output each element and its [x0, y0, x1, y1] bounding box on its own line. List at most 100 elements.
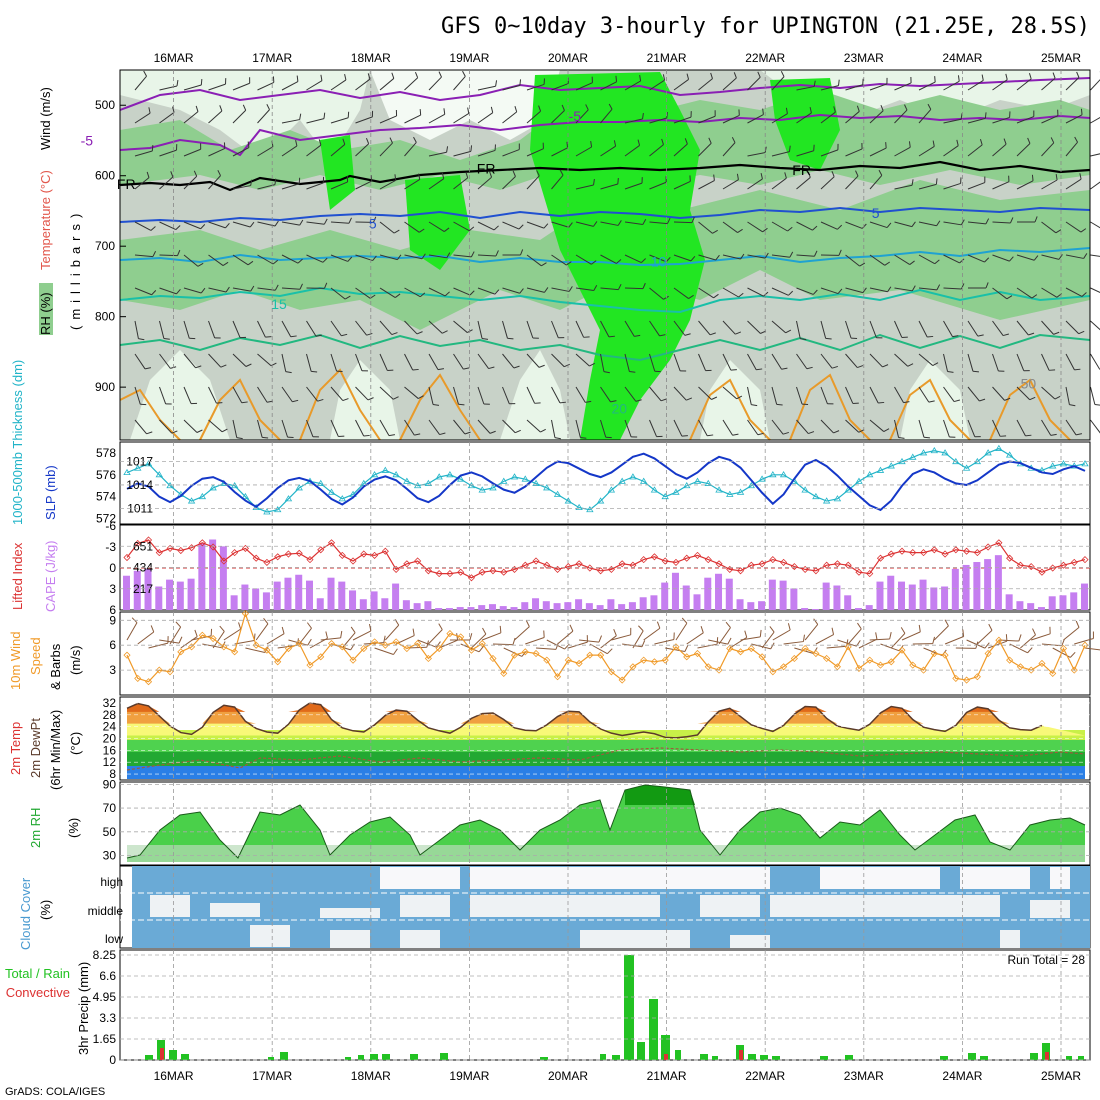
upper-barb-flag [762, 108, 764, 115]
upper-barb-staff [159, 353, 171, 369]
upper-barb-staff [477, 221, 495, 231]
upper-barb-staff [943, 287, 962, 290]
upper-barb-staff [992, 254, 1010, 262]
upper-barb-staff [575, 109, 589, 124]
upper-barb-staff [1041, 179, 1058, 190]
upper-barb-flag [324, 282, 328, 289]
upper-barb-flag [855, 170, 859, 177]
li-marker [381, 547, 389, 555]
upper-barb-staff [355, 386, 369, 401]
cape-bar [650, 595, 658, 610]
upper-barb-flag [541, 262, 547, 267]
contour-label-6: 5 [872, 205, 880, 221]
upper-barb-flag [862, 287, 867, 293]
upper-barb-staff [330, 287, 346, 300]
cape-bar [198, 543, 206, 610]
wind-barb-staff [804, 624, 819, 641]
chart-title: GFS 0~10day 3-hourly for UPINGTON (21.25… [441, 14, 1090, 39]
wind-barb-staff [643, 627, 661, 641]
upper-barb-staff [526, 110, 541, 124]
li-marker [198, 539, 206, 547]
wind-barb-staff [740, 636, 761, 641]
upper-barb-staff [551, 221, 569, 228]
upper-barb-staff [722, 221, 738, 233]
upper-barb-staff [673, 79, 689, 91]
cloud-level-middle: middle [88, 904, 124, 918]
upper-barb-flag [315, 334, 323, 337]
upper-barb-staff [943, 320, 953, 337]
wind-barb-staff [428, 629, 443, 645]
li-marker [403, 560, 411, 568]
upper-barb-staff [600, 320, 610, 338]
upper-barb-staff [673, 353, 681, 372]
upper-barb-staff [477, 287, 496, 295]
thickness-marker [876, 466, 885, 473]
upper-barb-flag [412, 368, 419, 371]
cape-bar [133, 570, 141, 610]
cape-bar [682, 585, 690, 610]
precip-label-3: 3hr Precip (mm) [76, 962, 91, 1055]
upper-barb-flag [736, 395, 743, 400]
wind-barb-flag [759, 629, 762, 637]
upper-barb-flag [776, 403, 783, 406]
upper-barb-staff [281, 419, 289, 438]
upper-barb-flag [441, 172, 445, 179]
wind-marker [457, 633, 465, 641]
upper-barb-staff [1090, 254, 1100, 257]
upper-barb-flag [757, 432, 764, 436]
li-marker [855, 568, 863, 576]
cape-bar [725, 578, 733, 610]
upper-barb-flag [666, 217, 671, 224]
upper-barb-flag [151, 145, 154, 152]
wind-barb-flag [681, 617, 688, 624]
li-marker [844, 561, 852, 569]
li-marker [1070, 558, 1078, 566]
upper-barb-flag [470, 145, 473, 152]
upper-barb-staff [1090, 353, 1100, 370]
upper-barb-staff [453, 287, 471, 296]
upper-barb-flag [613, 140, 617, 147]
upper-barb-staff [379, 419, 390, 436]
wind-marker [263, 646, 271, 654]
wind-barb-staff [783, 641, 804, 645]
upper-barb-staff [600, 254, 617, 264]
upper-barb-flag [1076, 71, 1080, 78]
upper-barb-flag [394, 293, 401, 298]
upper-barb-flag [1080, 108, 1083, 115]
wind-barb-staff [492, 643, 513, 646]
upper-barb-flag [495, 80, 498, 87]
upper-wind-barbs [134, 70, 1100, 440]
upper-barb-staff [208, 287, 227, 293]
thickness-marker [618, 477, 626, 484]
upper-barb-flag [833, 106, 836, 113]
wind-marker [866, 656, 874, 664]
li-marker [650, 553, 659, 561]
upper-barb-flag [880, 104, 884, 111]
upper-barb-flag [419, 292, 426, 298]
cape-bar [488, 604, 496, 610]
upper-barb-flag [195, 105, 199, 112]
upper-barb-staff [575, 221, 594, 227]
upper-barb-flag [763, 291, 769, 297]
upper-barb-flag [957, 75, 960, 82]
thickness-marker [930, 446, 939, 454]
wind-barb-flag [1018, 634, 1022, 642]
upper-barb-staff [600, 183, 618, 190]
upper-barb-flag [688, 294, 694, 300]
cape-bar [747, 602, 755, 610]
precip-tick-3.3: 3.3 [99, 1011, 116, 1025]
li-marker [371, 551, 379, 559]
upper-barb-staff [281, 287, 300, 290]
upper-barb-staff [551, 174, 564, 190]
upper-barb-staff [526, 148, 544, 157]
cape-bar [962, 564, 970, 610]
cloud-axis-label: Cloud Cover [18, 877, 33, 950]
upper-barb-flag [1050, 137, 1055, 144]
upper-barb-staff [257, 386, 268, 403]
wind-barb-staff [482, 632, 502, 641]
rh-tick-30: 30 [103, 849, 117, 863]
upper-barb-staff [355, 320, 367, 336]
upper-barb-staff [600, 221, 619, 226]
upper-barb-flag [780, 71, 785, 77]
wind-marker [650, 658, 659, 666]
